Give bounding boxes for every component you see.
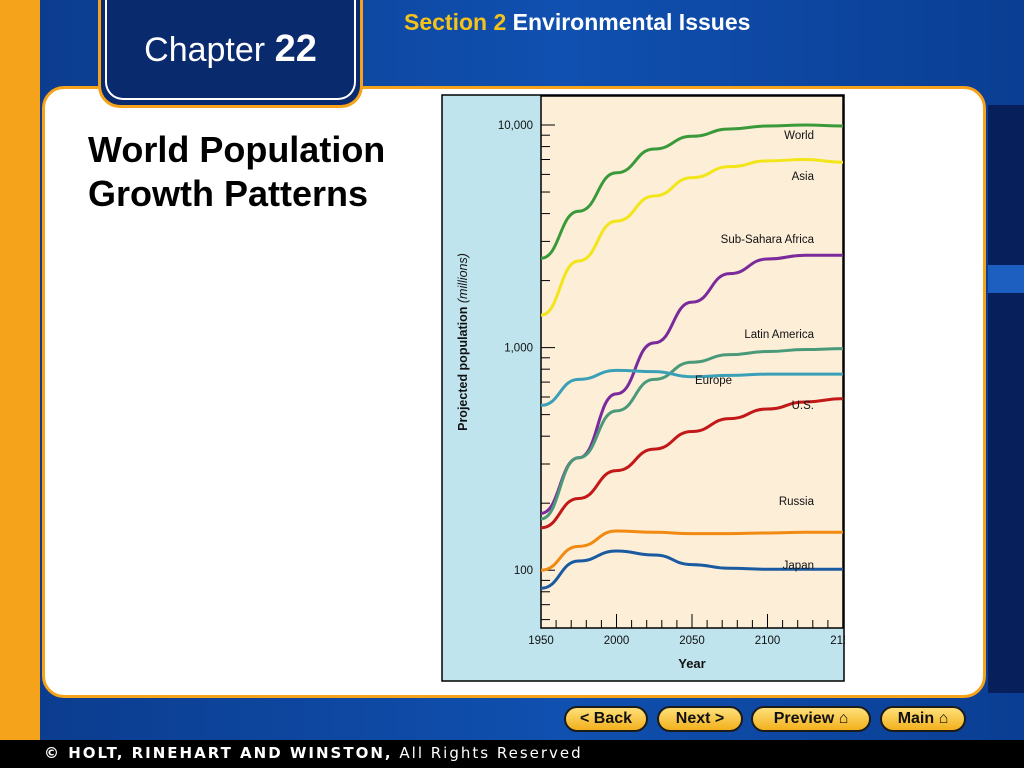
slide-title-line1: World Population	[88, 129, 386, 170]
publisher-name: © HOLT, RINEHART AND WINSTON,	[44, 744, 393, 762]
series-label: Sub-Sahara Africa	[721, 234, 815, 246]
series-line	[540, 157, 844, 317]
main-button[interactable]: Main ⌂	[880, 706, 966, 732]
chapter-word: Chapter	[144, 31, 266, 69]
x-tick-label: 2150	[830, 635, 845, 647]
population-chart: World Asia Sub-Sahara Africa Latin America E…	[441, 94, 845, 682]
section-topic: Environmental Issues	[512, 9, 751, 35]
copyright-text: © HOLT, RINEHART AND WINSTON, All Rights…	[44, 744, 583, 762]
y-tick-label: 10,000	[498, 120, 533, 132]
section-label: Section 2	[404, 9, 507, 35]
series-label: Europe	[695, 375, 732, 387]
preview-button-label: Preview	[773, 710, 835, 727]
series-line	[540, 347, 844, 521]
x-tick-label: 2100	[755, 635, 781, 647]
slide-title-line2: Growth Patterns	[88, 173, 369, 214]
home-icon: ⌂	[938, 710, 949, 727]
x-tick-label: 2050	[679, 635, 705, 647]
y-tick-label: 1,000	[504, 343, 533, 355]
series-label: Asia	[792, 171, 815, 183]
rights-text: All Rights Reserved	[399, 744, 583, 762]
back-button[interactable]: < Back	[564, 706, 648, 732]
left-accent-stripe	[0, 0, 40, 740]
main-button-label: Main	[897, 710, 935, 727]
home-icon: ⌂	[838, 710, 849, 727]
series-line	[540, 549, 843, 590]
series-line	[540, 397, 844, 530]
slide-title: World Population Growth Patterns	[88, 128, 385, 216]
next-button[interactable]: Next >	[657, 706, 743, 732]
series-line	[540, 123, 844, 260]
y-tick-label: 100	[514, 565, 533, 577]
section-header: Section 2 Environmental Issues	[404, 9, 750, 36]
y-axis-label: Projected population (millions)	[456, 253, 470, 431]
x-axis-label: Year	[678, 656, 705, 671]
series-label: Japan	[783, 560, 814, 572]
right-accent-strip	[988, 105, 1024, 265]
series-line	[540, 529, 843, 572]
x-tick-label: 1950	[528, 635, 554, 647]
back-button-label: < Back	[579, 710, 633, 727]
chapter-number: 22	[274, 28, 317, 70]
right-accent-strip-lower	[988, 293, 1024, 693]
series-line	[540, 368, 843, 407]
chapter-tab: Chapter 22	[98, 0, 363, 108]
series-label: World	[784, 130, 814, 142]
preview-button[interactable]: Preview ⌂	[751, 706, 871, 732]
series-label: Latin America	[744, 329, 814, 341]
footer-bar: © HOLT, RINEHART AND WINSTON, All Rights…	[0, 740, 1024, 768]
x-tick-label: 2000	[604, 635, 630, 647]
chapter-label: Chapter 22	[101, 28, 360, 71]
series-label: U.S.	[792, 400, 814, 412]
next-button-label: Next >	[675, 710, 725, 727]
series-label: Russia	[779, 496, 815, 508]
right-accent-strip-light	[988, 265, 1024, 293]
